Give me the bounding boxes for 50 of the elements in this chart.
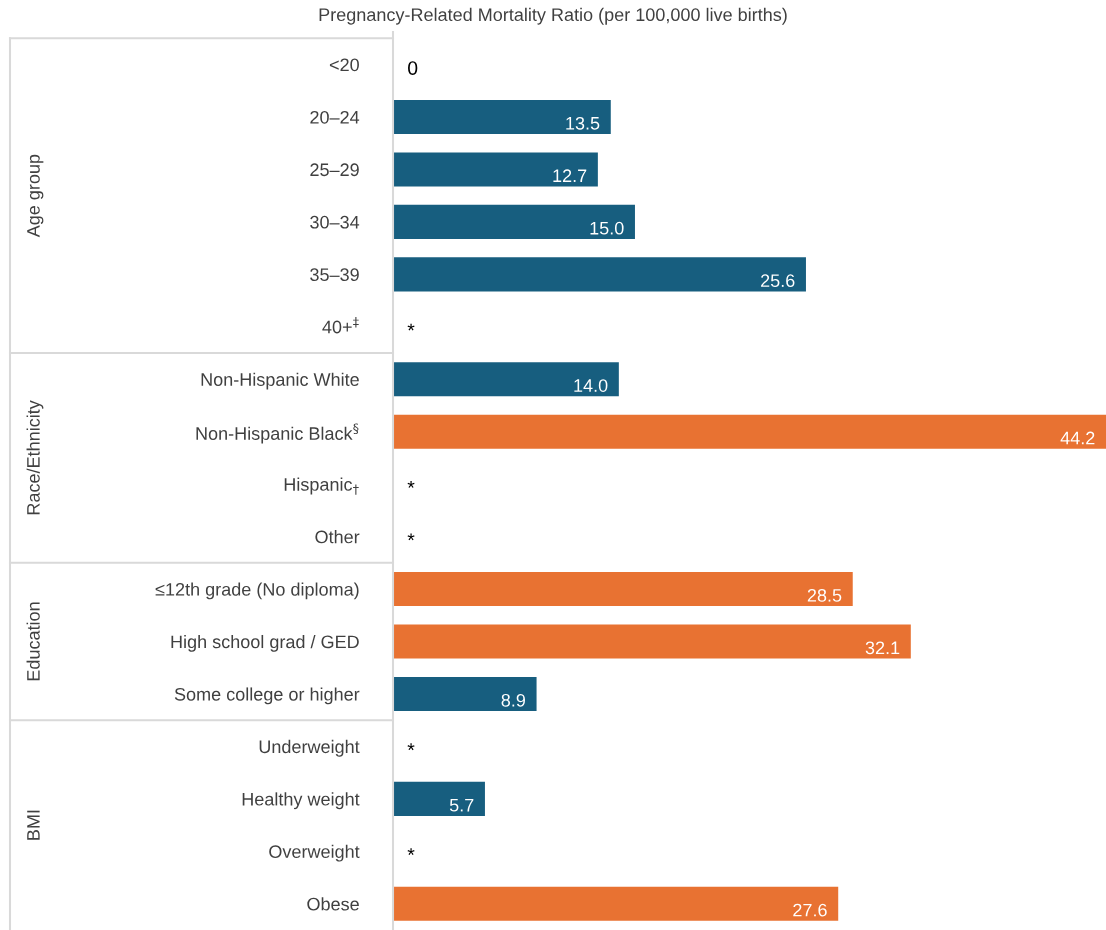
bar <box>393 414 1106 449</box>
text: Race/Ethnicity <box>26 400 44 515</box>
y-tick-label: Hispanic$_{†}$ <box>284 477 359 495</box>
bar <box>393 152 598 187</box>
bar <box>393 886 839 921</box>
bar <box>393 257 806 292</box>
data-label: 25.6 <box>761 274 795 288</box>
y-tick-label: Healthy weight <box>242 792 360 810</box>
data-label: 8.9 <box>501 693 526 707</box>
data-label: 14.0 <box>574 379 608 392</box>
bar <box>393 676 537 712</box>
y-tick-label: <20 <box>329 58 359 72</box>
y-tick-label: Overweight <box>269 844 360 862</box>
y-tick-label: 40+$^{‡}$ <box>322 317 359 334</box>
y-tick-label: 30–34 <box>310 215 360 229</box>
bar <box>393 99 611 135</box>
y-tick-label: Underweight <box>259 739 360 757</box>
data-label: 12.7 <box>553 169 587 182</box>
y-tick-label: Non-Hispanic Black$^{§}$ <box>196 423 359 444</box>
data-label: 32.1 <box>865 641 900 655</box>
y-tick-label: 20–24 <box>310 110 360 124</box>
bar <box>393 362 619 397</box>
text: * <box>407 481 415 488</box>
data-label: 28.5 <box>807 588 842 602</box>
text: * <box>407 743 415 751</box>
data-label: 44.2 <box>1060 431 1095 445</box>
bar <box>393 204 635 239</box>
data-label: 27.6 <box>793 903 827 917</box>
y-tick-label: Obese <box>307 897 359 911</box>
bar <box>393 572 853 607</box>
data-label: 13.5 <box>566 116 600 130</box>
y-tick-label: 35–39 <box>310 268 359 282</box>
y-tick-label: Other <box>315 530 360 544</box>
y-tick-label: High school grad / GED <box>171 634 359 652</box>
text: * <box>407 323 415 331</box>
y-tick-label: Some college or higher <box>174 687 360 705</box>
y-tick-label: 25–29 <box>310 163 359 177</box>
bar <box>393 624 911 659</box>
text: * <box>407 848 415 856</box>
y-tick-label: ≤12th grade (No diploma) <box>155 582 359 600</box>
text: Education <box>26 602 40 681</box>
text: Age group <box>27 154 44 238</box>
data-label: 0 <box>408 61 418 75</box>
text: BMI <box>27 810 40 840</box>
data-label: 15.0 <box>590 221 624 235</box>
text: * <box>407 533 415 541</box>
chart-title: Pregnancy-Related Mortality Ratio (per 100,000 live births) <box>319 7 787 25</box>
data-label: 5.7 <box>449 798 474 812</box>
bar <box>393 781 485 816</box>
y-tick-label: Non-Hispanic White <box>201 372 359 390</box>
